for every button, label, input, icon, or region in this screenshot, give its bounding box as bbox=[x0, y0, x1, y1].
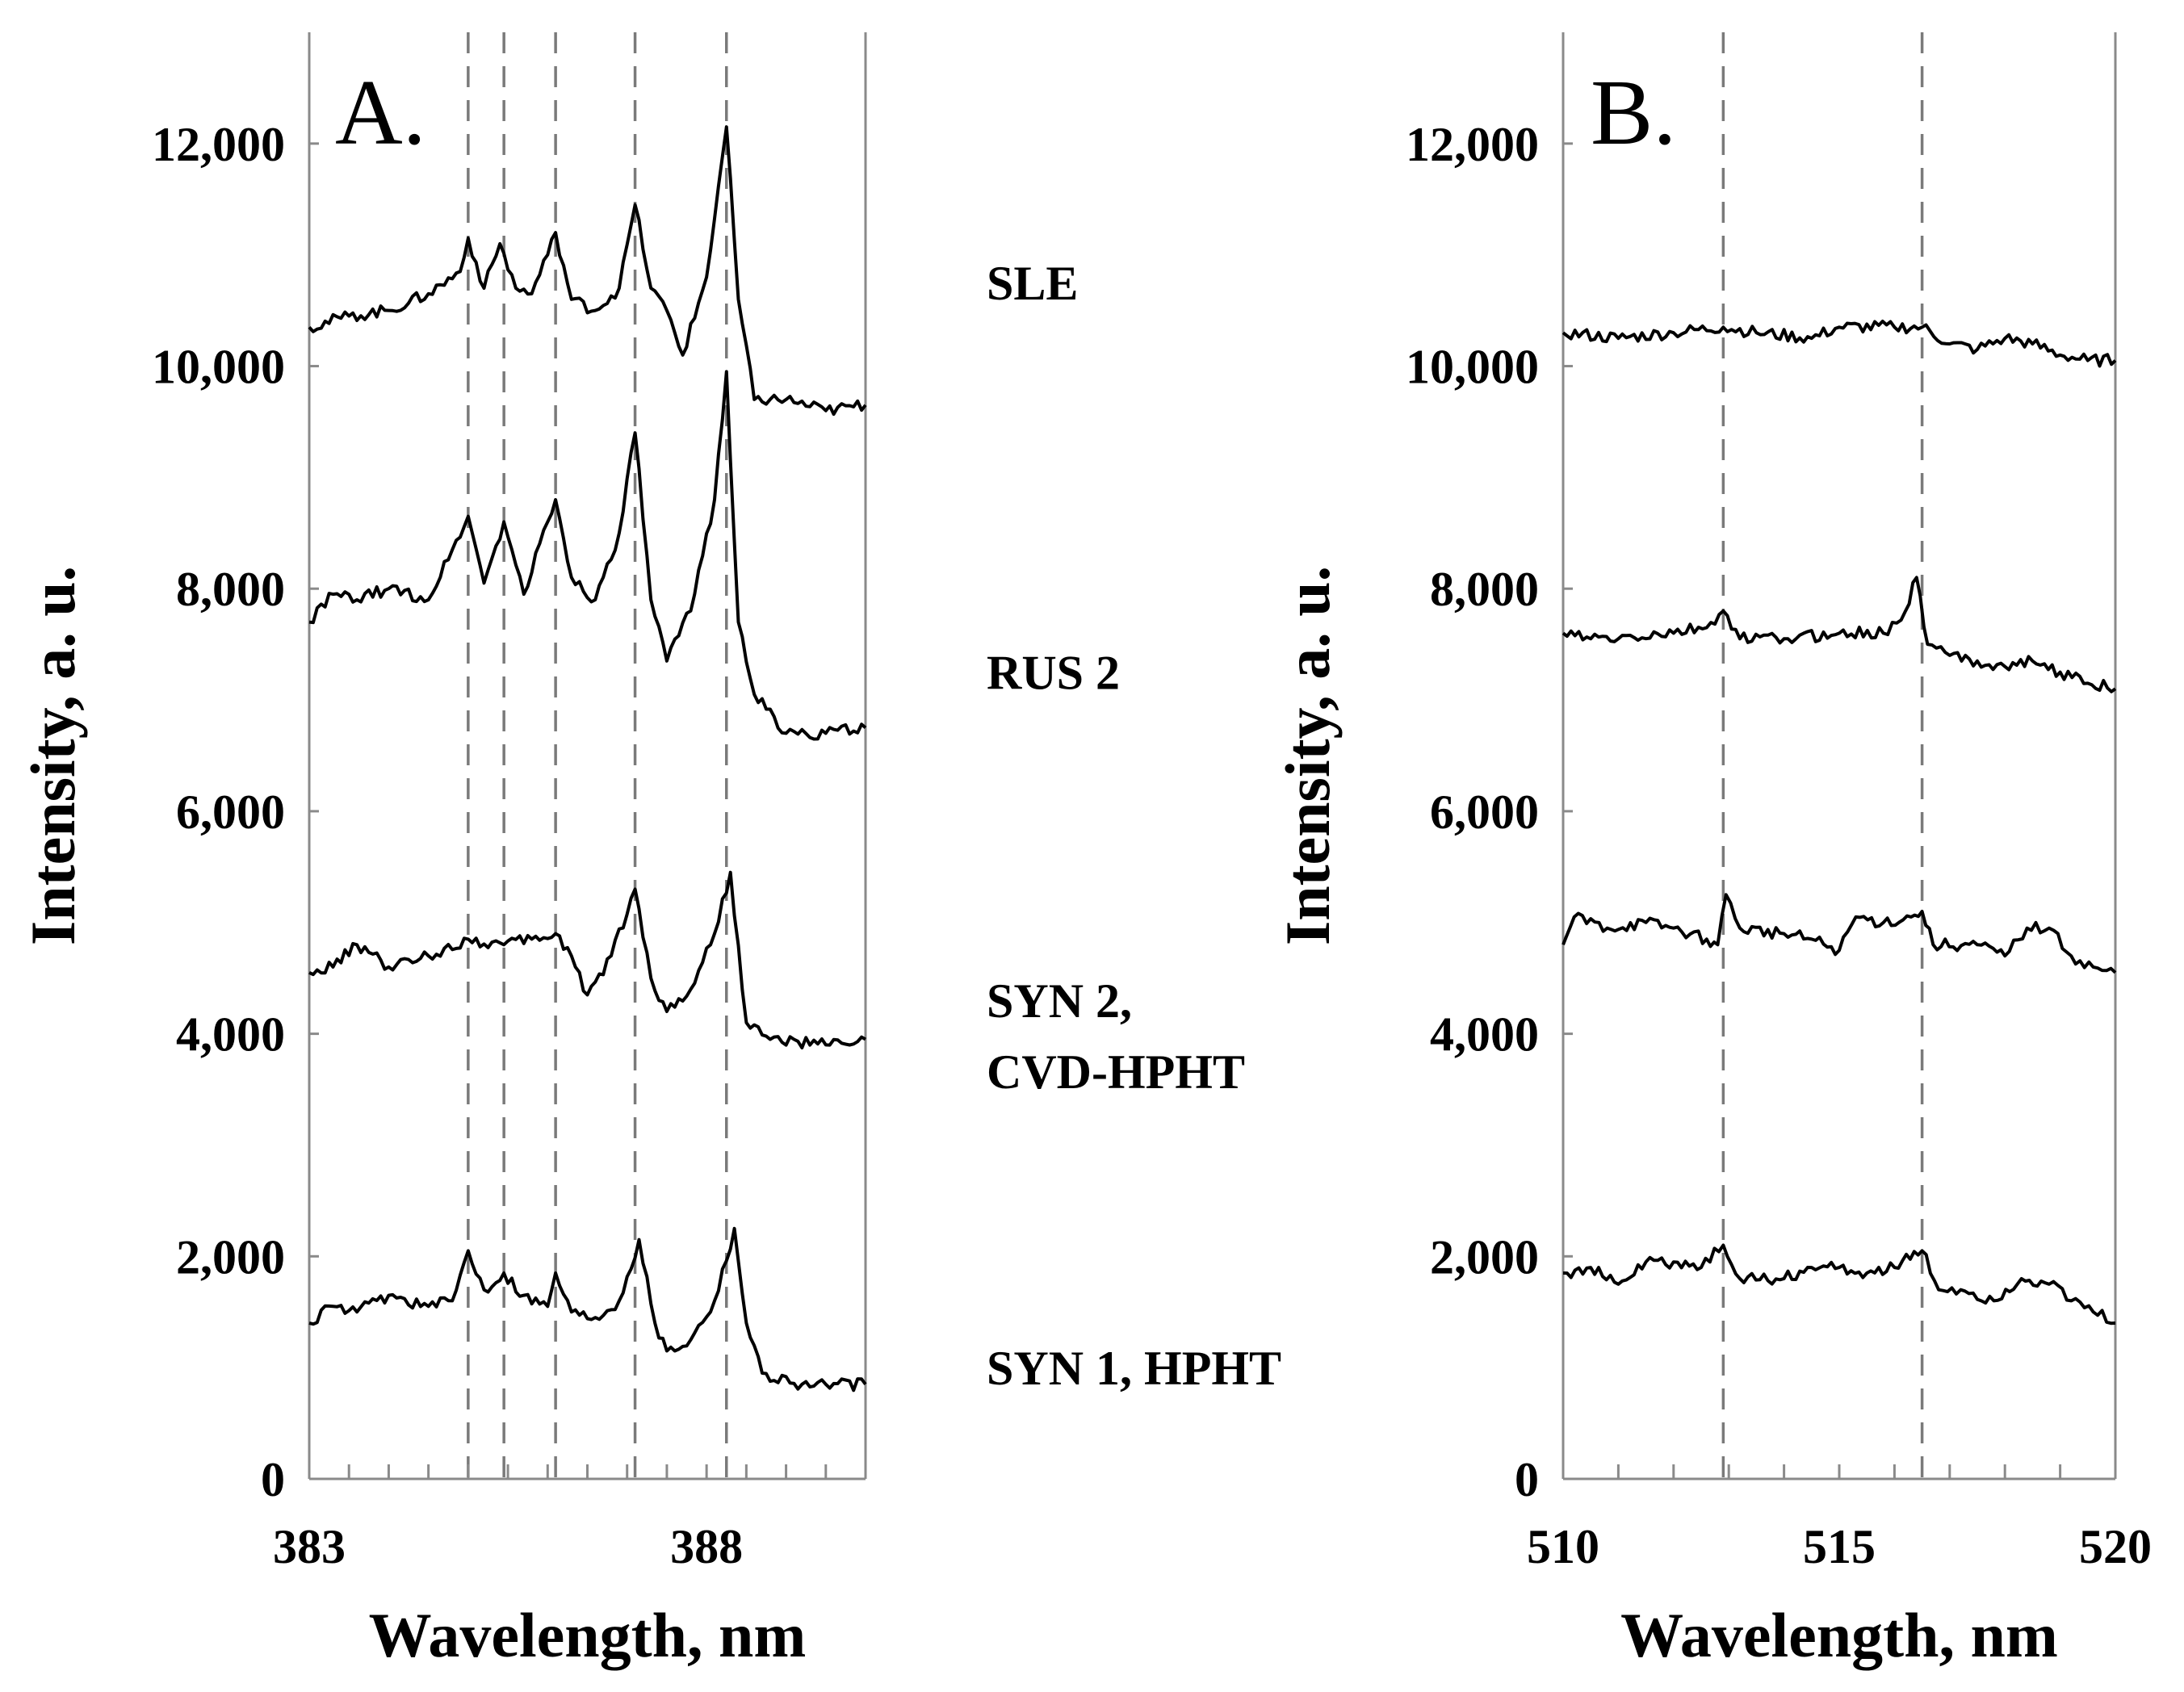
chart-panel-b: 0 2,000 4,000 6,000 8,000 10,000 12,000 510 515 5… bbox=[1272, 32, 2152, 1670]
y-tick-label: 12,000 bbox=[1406, 118, 1539, 171]
series-label: SYN 1, HPHT bbox=[987, 1342, 1281, 1395]
y-tick-label: 2,000 bbox=[1430, 1230, 1539, 1284]
y-tick-label: 4,000 bbox=[1430, 1008, 1539, 1062]
series-line-syn-2-cvd-hpht bbox=[308, 870, 866, 1049]
y-tick-label: 10,000 bbox=[152, 341, 285, 394]
y-tick-label: 6,000 bbox=[1430, 785, 1539, 839]
series-line-rus-2 bbox=[1561, 576, 2117, 693]
x-axis-title: Wavelength, nm bbox=[369, 1600, 807, 1670]
y-tick-label: 2,000 bbox=[176, 1230, 285, 1284]
series-label: SYN 2, bbox=[987, 974, 1132, 1028]
panel-label: B. bbox=[1591, 61, 1676, 165]
y-tick-label: 0 bbox=[261, 1453, 285, 1506]
x-tick-label: 383 bbox=[273, 1520, 346, 1573]
y-axis-title: Intensity, a. u. bbox=[18, 566, 88, 945]
series-line-rus-2 bbox=[308, 370, 867, 741]
x-axis-title: Wavelength, nm bbox=[1620, 1600, 2058, 1670]
x-tick-label: 510 bbox=[1527, 1520, 1599, 1573]
series-labels: SLE RUS 2 SYN 2, CVD-HPHT SYN 1, HPHT bbox=[987, 257, 1281, 1395]
series-line-syn-1-hpht bbox=[308, 1226, 867, 1393]
y-tick-label: 6,000 bbox=[176, 785, 285, 839]
series-line-syn-2-cvd-hpht bbox=[1561, 893, 2117, 974]
y-tick-label: 4,000 bbox=[176, 1008, 285, 1062]
panel-label: A. bbox=[335, 61, 426, 165]
y-tick-label: 8,000 bbox=[1430, 563, 1539, 616]
series-line-sle bbox=[1561, 320, 2117, 368]
series-label: CVD-HPHT bbox=[987, 1045, 1245, 1099]
y-tick-label: 8,000 bbox=[176, 563, 285, 616]
y-tick-label: 10,000 bbox=[1406, 341, 1539, 394]
series-line-syn-1-hpht bbox=[1562, 1243, 2116, 1326]
y-tick-label: 12,000 bbox=[152, 118, 285, 171]
series-label: SLE bbox=[987, 257, 1078, 310]
x-tick-label: 388 bbox=[670, 1520, 743, 1573]
y-axis-title: Intensity, a. u. bbox=[1272, 566, 1343, 945]
series-line-sle bbox=[308, 125, 867, 417]
series-label: RUS 2 bbox=[987, 646, 1120, 699]
chart-panel-a: 0 2,000 4,000 6,000 8,000 10,000 12,000 383 388 W… bbox=[18, 32, 867, 1670]
y-tick-label: 0 bbox=[1515, 1453, 1539, 1506]
x-tick-label: 520 bbox=[2079, 1520, 2152, 1573]
x-tick-label: 515 bbox=[1803, 1520, 1876, 1573]
